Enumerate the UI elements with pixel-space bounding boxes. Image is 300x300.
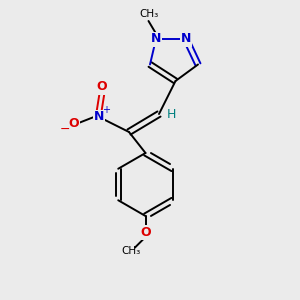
Text: CH₃: CH₃ (139, 9, 158, 19)
Text: N: N (181, 32, 191, 46)
Text: O: O (97, 80, 107, 94)
Text: O: O (68, 116, 79, 130)
Text: H: H (167, 107, 176, 121)
Text: −: − (60, 123, 70, 136)
Text: O: O (140, 226, 151, 239)
Text: N: N (94, 110, 104, 124)
Text: CH₃: CH₃ (121, 245, 140, 256)
Text: +: + (103, 105, 110, 116)
Text: N: N (151, 32, 161, 46)
